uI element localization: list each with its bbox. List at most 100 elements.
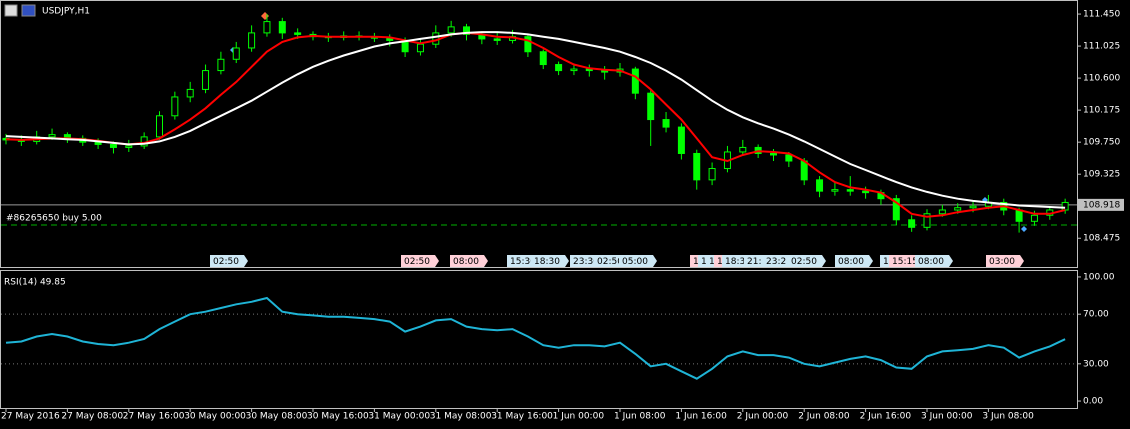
- candle-body: [1061, 201, 1069, 211]
- candle-body: [156, 115, 163, 138]
- y-tick-label: 110.600: [1083, 74, 1120, 84]
- time-tag-shape: [915, 255, 953, 267]
- candle-body: [677, 126, 685, 154]
- candle-body: [662, 119, 670, 128]
- time-tag-label: 1: [709, 257, 715, 267]
- chart-title: USDJPY,H1: [42, 7, 90, 17]
- time-tag: 05:00: [619, 255, 657, 267]
- price-pane-frame: [0, 0, 1078, 268]
- time-tag-shape: [788, 255, 826, 267]
- x-tick-label: 1 Jun 08:00: [614, 412, 666, 422]
- time-tag-label: 1: [693, 257, 699, 267]
- rsi-pane-frame: [0, 270, 1078, 409]
- time-tag-label: 15:30: [510, 257, 536, 267]
- y-tick-label: 110.175: [1083, 106, 1120, 116]
- time-tag-shape: [619, 255, 657, 267]
- x-tick-label: 31 May 00:00: [368, 412, 430, 422]
- candle-body: [770, 152, 777, 156]
- x-tick-label: 1 Jun 16:00: [675, 412, 727, 422]
- candle-body: [493, 38, 501, 41]
- y-tick-label: 111.450: [1083, 10, 1120, 20]
- candle-body: [708, 168, 716, 181]
- candle-body: [570, 68, 578, 72]
- candle-body: [109, 143, 117, 148]
- time-tag-label: 1: [883, 257, 889, 267]
- candle-body: [862, 190, 870, 194]
- candle-body: [969, 205, 977, 209]
- time-tag-label: 23:2: [766, 257, 786, 267]
- time-tag-label: 03:00: [989, 257, 1015, 267]
- candle-body: [416, 43, 424, 53]
- candle-body: [294, 32, 302, 35]
- x-tick-label: 27 May 16:00: [123, 412, 185, 422]
- time-tag: 02:50: [210, 255, 248, 267]
- candle-body: [186, 88, 194, 98]
- candle-body: [232, 47, 240, 60]
- candle-body: [800, 160, 808, 181]
- candle-body: [202, 70, 210, 90]
- x-tick-label: 27 May 08:00: [61, 412, 123, 422]
- y-tick-label: 108.475: [1083, 234, 1120, 244]
- y-tick-label: 30.00: [1083, 359, 1109, 369]
- time-tag: 23:2: [763, 255, 796, 267]
- time-tag-label: 02:50: [213, 257, 239, 267]
- x-tick-label: 27 May 2016: [1, 412, 60, 422]
- last-price-box: [1078, 198, 1124, 211]
- time-tag-label: 08:00: [838, 257, 864, 267]
- time-tag-label: 02:50: [791, 257, 817, 267]
- time-tag: 08:00: [450, 255, 488, 267]
- time-tag-shape: [531, 255, 569, 267]
- indicator-line: [5, 31, 1066, 218]
- candle-body: [816, 179, 824, 192]
- time-tag-label: 21:: [747, 257, 761, 267]
- candle-body: [938, 209, 946, 215]
- time-tag-shape: [210, 255, 248, 267]
- candle-body: [217, 58, 225, 72]
- candle-body: [263, 21, 271, 34]
- order-label: #86265650 buy 5.00: [6, 214, 102, 224]
- candle-body: [739, 146, 747, 153]
- y-tick-label: 70.00: [1083, 310, 1109, 320]
- candle-body: [463, 26, 470, 35]
- time-tag-shape: [401, 255, 439, 267]
- candle-body: [125, 145, 133, 148]
- x-tick-label: 2 Jun 00:00: [737, 412, 789, 422]
- candle-body: [846, 189, 854, 192]
- time-tag: 18:30: [531, 255, 569, 267]
- x-tick-label: 3 Jun 00:00: [921, 412, 973, 422]
- time-tag: 03:00: [986, 255, 1024, 267]
- x-tick-label: 30 May 08:00: [246, 412, 308, 422]
- y-tick-label: 109.325: [1083, 170, 1120, 180]
- x-tick-label: 1 Jun 00:00: [553, 412, 605, 422]
- indicator-line: [5, 31, 1066, 209]
- x-tick-label: 31 May 16:00: [491, 412, 553, 422]
- candle-body: [278, 21, 286, 34]
- candle-body: [48, 134, 56, 138]
- time-tag-shape: [835, 255, 873, 267]
- arrow-marker: [1021, 226, 1027, 232]
- time-tag-label: 23:30: [573, 257, 599, 267]
- candle-body: [1015, 209, 1023, 222]
- time-tag-shape: [763, 255, 796, 267]
- time-tag-label: 08:00: [918, 257, 944, 267]
- time-tag-label: 02:50: [404, 257, 430, 267]
- rsi-title: RSI(14) 49.85: [4, 278, 66, 288]
- candle-body: [524, 36, 532, 53]
- time-tag-label: 1: [701, 257, 707, 267]
- time-tag-label: 18:30: [725, 257, 751, 267]
- time-tag-label: 08:00: [453, 257, 479, 267]
- candle-body: [555, 64, 563, 72]
- x-tick-label: 3 Jun 08:00: [982, 412, 1034, 422]
- x-tick-label: 2 Jun 16:00: [860, 412, 912, 422]
- last-price-label: 108.918: [1083, 200, 1120, 210]
- time-tag-label: 15:15: [892, 257, 918, 267]
- time-tag-shape: [450, 255, 488, 267]
- y-tick-label: 100.00: [1083, 272, 1115, 282]
- candle-body: [539, 51, 547, 66]
- time-tag-label: 02:50: [597, 257, 623, 267]
- candle-body: [892, 198, 900, 221]
- candle-body: [954, 207, 962, 211]
- time-tag-label: 1: [717, 257, 723, 267]
